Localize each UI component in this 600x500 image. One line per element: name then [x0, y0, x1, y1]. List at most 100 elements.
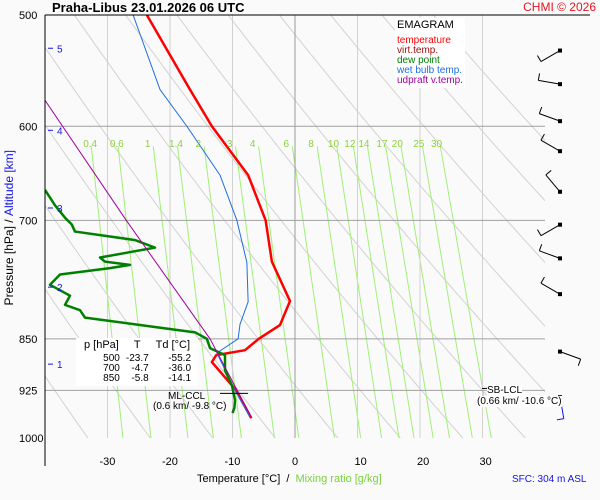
temperature-axis-label: Temperature [°C]	[197, 473, 281, 485]
table-row: 500 -23.7 -55.2	[80, 354, 194, 364]
series-udpraft-v-temp-	[45, 100, 253, 419]
altitude-tick-label: 5	[57, 44, 63, 55]
y-tick-label: 850	[19, 334, 37, 346]
mixing-ratio-line	[291, 146, 335, 438]
legend-item-temperature: temperature	[397, 35, 451, 46]
y-tick-label: 700	[19, 215, 37, 227]
cell: -5.8	[131, 373, 149, 384]
mixing-ratio-label: 30	[431, 139, 443, 150]
wind-barb-flag	[537, 73, 541, 81]
x-tick-label: 10	[355, 456, 367, 468]
mixing-ratio-line	[152, 146, 189, 438]
mixing-ratio-line	[352, 146, 400, 438]
y-tick-label: 1000	[19, 433, 43, 445]
series-dew-point	[45, 189, 237, 414]
cell: -4.7	[131, 363, 149, 374]
table-header: T	[133, 339, 141, 351]
x-tick-label: -20	[162, 456, 178, 468]
cell: -55.2	[168, 353, 192, 364]
mixing-ratio-line	[203, 146, 242, 438]
altitude-tick-label: 2	[57, 283, 63, 294]
wind-barb-flag	[577, 358, 582, 366]
surface-elevation: SFC: 304 m ASL	[512, 474, 587, 485]
dry-adiabat	[381, 15, 545, 202]
axis-separator: /	[2, 219, 16, 223]
station-name: Praha-Libus	[52, 0, 128, 15]
wind-barb-flag	[545, 170, 552, 176]
wind-barb-flag	[537, 55, 542, 62]
legend-item-udpraft-v-temp-: udpraft v.temp.	[397, 75, 463, 86]
dry-adiabat	[73, 15, 401, 438]
mixing-ratio-line	[400, 146, 451, 438]
wind-barb-flag	[538, 106, 543, 114]
x-tick-label: 20	[417, 456, 429, 468]
dry-adiabat	[176, 15, 526, 438]
mixing-ratio-label: 10	[328, 139, 340, 150]
mixing-ratio-line	[258, 146, 300, 438]
x-tick-label: -10	[225, 456, 241, 468]
mixing-ratio-line	[117, 146, 152, 438]
wind-barb-station	[558, 82, 562, 87]
wind-barb-flag	[538, 244, 543, 252]
sb-lcl-value: (0.66 km/ -10.6 °C)	[477, 396, 562, 407]
y-tick-label: 925	[19, 385, 37, 397]
mixing-ratio-label: 12	[344, 139, 356, 150]
mixing-ratio-line	[439, 146, 492, 438]
cell: -14.1	[168, 373, 192, 384]
plot-layer	[45, 15, 545, 438]
copyright: CHMI © 2026	[523, 0, 596, 14]
mixing-ratio-label: 2	[196, 139, 202, 150]
wind-barb-station	[558, 119, 562, 124]
table-header: p [hPa]	[84, 339, 119, 351]
mixing-ratio-line	[366, 146, 415, 438]
mixing-ratio-label: 17	[376, 139, 388, 150]
cell: -36.0	[168, 363, 192, 374]
y-tick-label: 500	[19, 10, 37, 22]
series-temperature	[145, 15, 292, 419]
dry-adiabat	[125, 15, 464, 438]
wind-barb	[540, 50, 561, 62]
wind-barb	[539, 250, 561, 259]
altitude-tick-label: 1	[57, 360, 63, 371]
x-tick-label: 30	[480, 456, 492, 468]
wind-barb-station	[558, 292, 562, 297]
x-tick-label: 0	[292, 456, 298, 468]
pressure-axis-label: Pressure [hPa]	[2, 226, 16, 306]
altitude-tick-label: 3	[57, 204, 63, 215]
wind-barb-flag	[540, 133, 545, 141]
mixing-ratio-line	[385, 146, 434, 438]
wind-barb	[540, 282, 561, 295]
wind-barb-flag	[537, 229, 542, 236]
wind-barb	[545, 174, 561, 193]
mixing-ratio-label: 4	[250, 139, 256, 150]
table-header: Td [°C]	[155, 339, 191, 351]
dry-adiabat	[432, 15, 545, 142]
mixing-ratio-label: 1.4	[169, 139, 183, 150]
cell: -23.7	[125, 353, 149, 364]
wind-barb-flag	[540, 276, 545, 284]
ml-ccl-label: ML-CCL	[168, 391, 206, 402]
table-row: 850 -5.8 -14.1	[80, 374, 194, 384]
wind-barb	[538, 79, 561, 85]
wind-barb-station	[558, 349, 562, 354]
mixing-ratio-axis-label: Mixing ratio [g/kg]	[295, 473, 382, 485]
axis-separator: /	[286, 473, 290, 485]
mixing-ratio-label: 20	[392, 139, 404, 150]
table-row: 700 -4.7 -36.0	[80, 364, 194, 374]
mixing-ratio-line	[316, 146, 362, 438]
wind-barb	[559, 351, 581, 360]
altitude-tick-label: 4	[57, 126, 63, 137]
wind-barb-station	[558, 48, 562, 53]
mixing-ratio-line	[176, 146, 214, 438]
mixing-ratio-line	[234, 146, 275, 438]
series-wet-bulb-temp-	[132, 15, 250, 417]
altitude-axis-label: Altitude [km]	[2, 150, 16, 217]
legend-item-wet-bulb-temp-: wet bulb temp.	[397, 65, 463, 76]
cell: 500	[103, 353, 120, 364]
mixing-ratio-line	[336, 146, 383, 438]
wind-barb-station	[558, 222, 562, 227]
mixing-ratio-label: 25	[413, 139, 425, 150]
mixing-ratio-label: 1	[145, 139, 151, 150]
legend-item-dew-point: dew point	[397, 55, 440, 66]
